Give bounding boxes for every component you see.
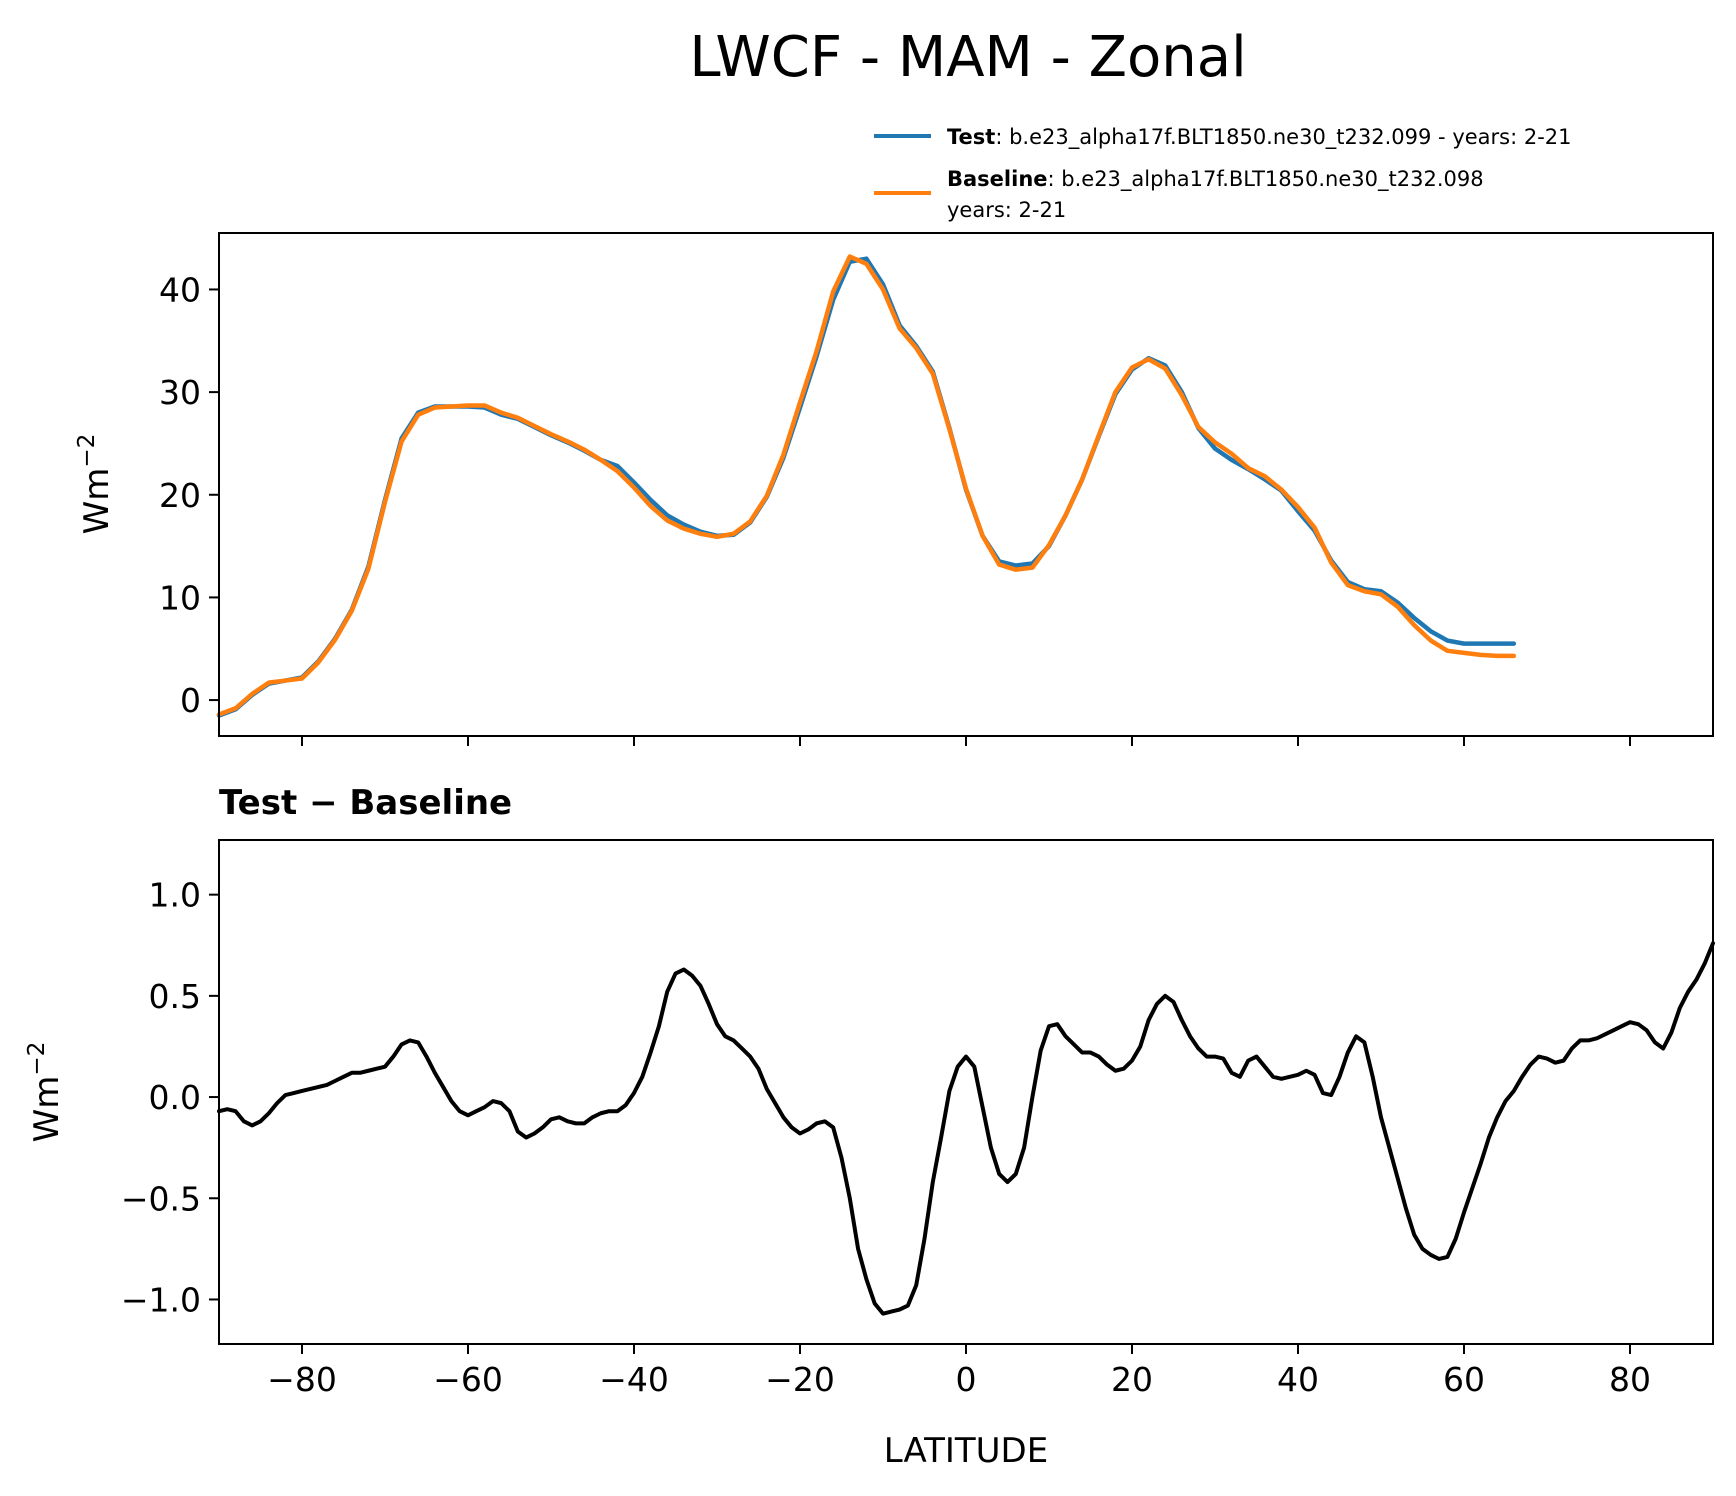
- bottom-panel: Test − Baseline −1.0 −0.5 0.0 0.5 1.0 −80 −60…: [24, 783, 1715, 1471]
- legend-test-text: : b.e23_alpha17f.BLT1850.ne30_t232.099 -…: [995, 125, 1571, 150]
- bottom-y-tick-label: 0.5: [149, 977, 201, 1016]
- legend-baseline-text-line2: years: 2-21: [947, 198, 1066, 222]
- top-x-ticks: [301, 736, 1631, 746]
- bottom-x-tick-label: −20: [765, 1360, 835, 1399]
- bottom-x-ticks: −80 −60 −40 −20 0 20 40 60 80: [267, 1344, 1651, 1399]
- bottom-x-tick-label: −60: [433, 1360, 503, 1399]
- bottom-y-tick-label: −0.5: [121, 1179, 201, 1218]
- bottom-series-group: [217, 941, 1715, 1316]
- top-y-axis-label: Wm−2: [74, 434, 117, 535]
- top-y-axis-label-unit: Wm: [77, 468, 117, 535]
- bottom-x-tick-label: 20: [1111, 1360, 1153, 1399]
- legend-baseline-name: Baseline: [947, 167, 1048, 191]
- top-y-tick-label: 40: [159, 270, 201, 309]
- top-y-tick-label: 0: [180, 681, 201, 720]
- bottom-x-tick-label: 60: [1443, 1360, 1485, 1399]
- bottom-x-tick-label: −40: [599, 1360, 669, 1399]
- top-y-tick-label: 20: [159, 476, 201, 515]
- x-axis-label: LATITUDE: [884, 1431, 1048, 1471]
- top-plot-frame: [218, 232, 1714, 737]
- bottom-y-tick-label: 1.0: [149, 876, 201, 915]
- top-y-axis-label-exponent: −2: [74, 434, 100, 468]
- bottom-y-tick-label: 0.0: [149, 1078, 201, 1117]
- bottom-y-axis-label-unit: Wm: [27, 1076, 67, 1143]
- top-panel: 0 10 20 30 40 Wm−2: [74, 232, 1714, 746]
- bottom-x-tick-label: 80: [1609, 1360, 1651, 1399]
- bottom-y-axis-label: Wm−2: [24, 1042, 67, 1143]
- bottom-x-tick-label: 40: [1277, 1360, 1319, 1399]
- figure-title: LWCF - MAM - Zonal: [689, 25, 1246, 90]
- top-series-group: [216, 254, 1517, 718]
- top-y-tick-label: 10: [159, 578, 201, 617]
- legend-baseline-text: : b.e23_alpha17f.BLT1850.ne30_t232.098: [1048, 167, 1484, 192]
- bottom-y-ticks: −1.0 −0.5 0.0 0.5 1.0: [121, 876, 219, 1319]
- legend: Test: b.e23_alpha17f.BLT1850.ne30_t232.0…: [874, 125, 1572, 222]
- bottom-y-tick-label: −1.0: [121, 1280, 201, 1319]
- bottom-x-tick-label: −80: [267, 1360, 337, 1399]
- bottom-plot-frame: [218, 839, 1714, 1345]
- bottom-panel-title: Test − Baseline: [219, 783, 512, 823]
- bottom-series-test-baseline-line: [217, 941, 1715, 1316]
- top-y-ticks: 0 10 20 30 40: [159, 270, 219, 720]
- top-y-tick-label: 30: [159, 373, 201, 412]
- bottom-y-axis-label-exponent: −2: [24, 1042, 50, 1076]
- legend-entry-baseline: Baseline: b.e23_alpha17f.BLT1850.ne30_t2…: [947, 167, 1484, 192]
- legend-entry-test: Test: b.e23_alpha17f.BLT1850.ne30_t232.0…: [947, 125, 1572, 150]
- bottom-x-tick-label: 0: [956, 1360, 977, 1399]
- legend-test-name: Test: [947, 125, 995, 149]
- top-series-baseline-line: [216, 254, 1517, 717]
